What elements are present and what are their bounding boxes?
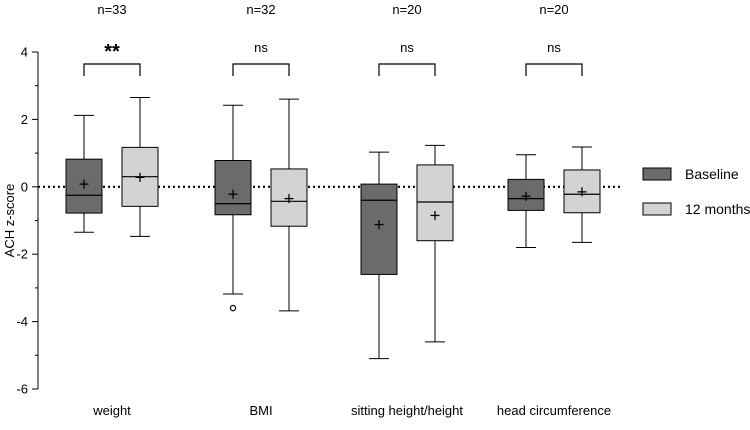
category-label: head circumference (497, 403, 611, 418)
significance-label: ns (547, 40, 561, 55)
box-12-months-2 (416, 144, 454, 343)
significance-bracket (232, 63, 290, 76)
n-label: n=20 (392, 2, 421, 17)
significance-bracket (83, 63, 141, 76)
category-label: weight (92, 403, 131, 418)
y-tick-label: -2 (16, 247, 28, 262)
n-label: n=32 (246, 2, 275, 17)
box-baseline-3 (507, 154, 545, 248)
significance-label: ** (104, 41, 120, 63)
significance-label: ns (254, 40, 268, 55)
box-12-months-3 (563, 146, 601, 243)
y-tick-label: 0 (21, 179, 28, 194)
y-axis-label: ACH z-score (2, 184, 17, 258)
y-tick-label: 2 (21, 112, 28, 127)
category-label: sitting height/height (351, 403, 463, 418)
n-label: n=33 (97, 2, 126, 17)
box-baseline-2 (360, 151, 398, 360)
box-12-months-1 (270, 98, 308, 312)
significance-bracket (525, 63, 583, 76)
legend-label-0: Baseline (685, 166, 739, 182)
y-tick-label: 4 (21, 45, 28, 60)
y-tick-label: -4 (16, 314, 28, 329)
n-label: n=20 (539, 2, 568, 17)
box-12-months-0 (121, 96, 159, 237)
iqr-box (360, 183, 398, 275)
significance-label: ns (400, 40, 414, 55)
y-tick-label: -6 (16, 382, 28, 397)
outlier-point (229, 304, 237, 312)
legend-swatch-1 (642, 202, 672, 216)
iqr-box (416, 164, 454, 242)
box-baseline-1 (214, 104, 252, 312)
iqr-box (214, 160, 252, 216)
legend-swatch-0 (642, 167, 672, 181)
legend-label-1: 12 months (685, 201, 750, 217)
significance-bracket (378, 63, 436, 76)
category-label: BMI (249, 403, 272, 418)
box-baseline-0 (65, 114, 103, 233)
